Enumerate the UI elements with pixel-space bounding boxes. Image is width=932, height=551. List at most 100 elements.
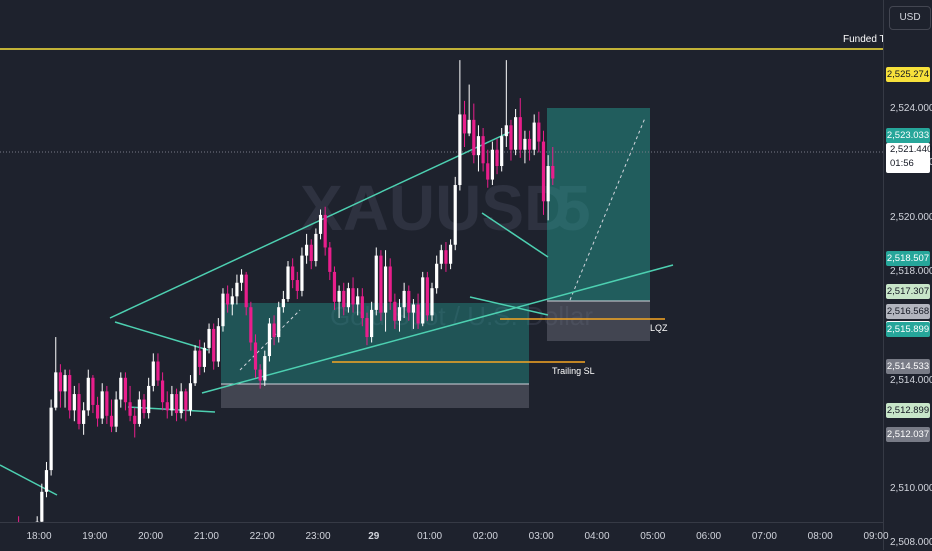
- candle-body[interactable]: [533, 123, 536, 150]
- candle-body[interactable]: [203, 348, 206, 367]
- candle-body[interactable]: [310, 245, 313, 261]
- candle-body[interactable]: [63, 375, 66, 391]
- candle-body[interactable]: [523, 139, 526, 150]
- candle-body[interactable]: [389, 266, 392, 301]
- candle-body[interactable]: [282, 299, 285, 307]
- candle-body[interactable]: [272, 323, 275, 337]
- candle-body[interactable]: [528, 139, 531, 150]
- candle-body[interactable]: [444, 250, 447, 264]
- candle-body[interactable]: [259, 370, 262, 381]
- chart-area[interactable]: XAUUSD 5 Gold Spot / U.S. Dollar Funded …: [0, 0, 883, 522]
- candle-body[interactable]: [379, 256, 382, 313]
- candle-body[interactable]: [286, 266, 289, 299]
- candle-body[interactable]: [398, 307, 401, 321]
- candle-body[interactable]: [547, 166, 550, 201]
- candle-body[interactable]: [45, 470, 48, 492]
- candle-body[interactable]: [240, 275, 243, 283]
- candle-body[interactable]: [40, 492, 43, 522]
- candle-body[interactable]: [138, 400, 141, 424]
- candle-body[interactable]: [73, 394, 76, 410]
- candle-body[interactable]: [537, 123, 540, 142]
- candle-body[interactable]: [277, 307, 280, 337]
- candle-body[interactable]: [505, 125, 508, 136]
- price-axis[interactable]: USD 2,524.0002,522.0002,520.0002,518.000…: [883, 0, 932, 550]
- candle-body[interactable]: [514, 117, 517, 150]
- candle-body[interactable]: [249, 307, 252, 342]
- candle-body[interactable]: [370, 310, 373, 337]
- candle-body[interactable]: [291, 266, 294, 280]
- candle-body[interactable]: [194, 351, 197, 384]
- candle-body[interactable]: [245, 275, 248, 308]
- candle-body[interactable]: [110, 416, 113, 427]
- candle-body[interactable]: [128, 402, 131, 416]
- candle-body[interactable]: [356, 296, 359, 304]
- candle-body[interactable]: [59, 372, 62, 391]
- candle-body[interactable]: [338, 291, 341, 302]
- candle-body[interactable]: [87, 378, 90, 411]
- candle-body[interactable]: [347, 288, 350, 307]
- candle-body[interactable]: [175, 394, 178, 413]
- candle-body[interactable]: [77, 394, 80, 424]
- candle-body[interactable]: [440, 250, 443, 264]
- long-position-2-stop-zone[interactable]: [547, 301, 650, 341]
- candle-body[interactable]: [500, 136, 503, 166]
- candle-body[interactable]: [509, 125, 512, 149]
- candle-body[interactable]: [115, 400, 118, 427]
- candle-body[interactable]: [361, 296, 364, 318]
- candle-body[interactable]: [403, 291, 406, 307]
- candle-body[interactable]: [458, 114, 461, 185]
- candle-body[interactable]: [393, 302, 396, 321]
- candle-body[interactable]: [217, 326, 220, 361]
- candle-body[interactable]: [342, 291, 345, 307]
- candle-body[interactable]: [170, 394, 173, 410]
- candle-body[interactable]: [430, 288, 433, 315]
- candle-body[interactable]: [231, 296, 234, 304]
- candle-body[interactable]: [254, 342, 257, 369]
- left-trend-line[interactable]: [0, 465, 57, 495]
- candle-body[interactable]: [101, 391, 104, 418]
- candle-body[interactable]: [375, 256, 378, 310]
- candle-body[interactable]: [152, 361, 155, 385]
- candle-body[interactable]: [300, 256, 303, 291]
- candle-body[interactable]: [333, 272, 336, 302]
- candle-body[interactable]: [551, 166, 554, 178]
- candle-body[interactable]: [454, 185, 457, 245]
- long-position-1-stop-zone[interactable]: [221, 384, 529, 408]
- candle-body[interactable]: [184, 391, 187, 410]
- price-chart[interactable]: XAUUSD 5 Gold Spot / U.S. Dollar Funded …: [0, 0, 883, 522]
- candle-body[interactable]: [365, 318, 368, 337]
- flag-upper-line[interactable]: [115, 322, 208, 350]
- candle-body[interactable]: [477, 136, 480, 155]
- candle-body[interactable]: [156, 361, 159, 380]
- candle-body[interactable]: [328, 247, 331, 271]
- candle-body[interactable]: [542, 142, 545, 202]
- candle-body[interactable]: [263, 356, 266, 380]
- candle-body[interactable]: [435, 264, 438, 288]
- candle-body[interactable]: [235, 283, 238, 297]
- candle-body[interactable]: [482, 136, 485, 163]
- candle-body[interactable]: [314, 234, 317, 261]
- candle-body[interactable]: [68, 375, 71, 410]
- candle-body[interactable]: [105, 391, 108, 415]
- candle-body[interactable]: [495, 150, 498, 166]
- candle-body[interactable]: [198, 351, 201, 367]
- candle-body[interactable]: [416, 304, 419, 323]
- candle-body[interactable]: [426, 277, 429, 315]
- candle-body[interactable]: [161, 381, 164, 403]
- candle-body[interactable]: [180, 391, 183, 413]
- candle-body[interactable]: [268, 323, 271, 356]
- candle-body[interactable]: [472, 120, 475, 155]
- candle-body[interactable]: [351, 288, 354, 304]
- candle-body[interactable]: [319, 215, 322, 234]
- candle-body[interactable]: [207, 329, 210, 348]
- candle-body[interactable]: [296, 280, 299, 291]
- candle-body[interactable]: [491, 150, 494, 180]
- candle-body[interactable]: [166, 402, 169, 410]
- candle-body[interactable]: [119, 378, 122, 400]
- candle-body[interactable]: [486, 163, 489, 179]
- candle-body[interactable]: [54, 372, 57, 407]
- candle-body[interactable]: [305, 245, 308, 256]
- candle-body[interactable]: [142, 400, 145, 414]
- candle-body[interactable]: [133, 416, 136, 424]
